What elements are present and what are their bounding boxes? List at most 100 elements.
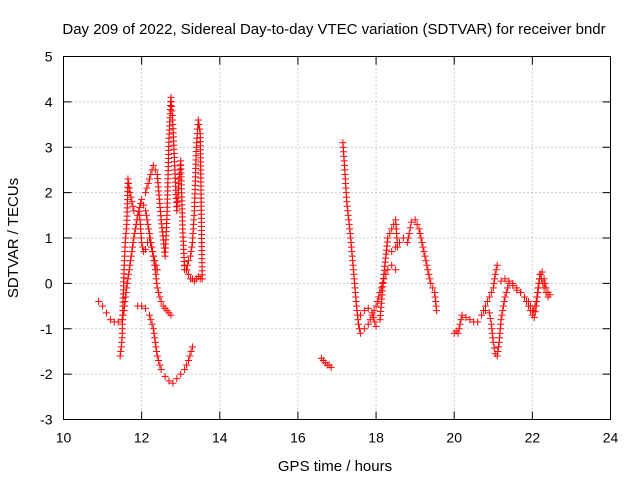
x-axis-title: GPS time / hours xyxy=(278,458,392,475)
data-point xyxy=(502,288,510,296)
data-point xyxy=(372,322,380,330)
data-point xyxy=(157,366,165,374)
data-point xyxy=(185,270,193,278)
data-point xyxy=(165,377,173,385)
x-tick-label: 14 xyxy=(212,430,228,446)
data-points xyxy=(95,93,554,387)
data-point xyxy=(517,288,525,296)
data-point xyxy=(377,284,385,292)
y-tick-label: 1 xyxy=(45,230,53,246)
data-point xyxy=(125,184,133,192)
data-point xyxy=(426,275,434,283)
data-point xyxy=(187,248,195,256)
y-tick-label: 4 xyxy=(45,94,53,110)
data-point xyxy=(140,201,148,209)
data-point xyxy=(169,379,177,387)
data-point xyxy=(127,252,135,260)
y-tick-label: 0 xyxy=(45,275,53,291)
data-point xyxy=(116,352,124,360)
data-point xyxy=(423,261,431,269)
data-point xyxy=(185,357,193,365)
data-point xyxy=(177,370,185,378)
data-point xyxy=(372,302,380,310)
data-point xyxy=(156,361,164,369)
data-point xyxy=(509,282,517,290)
data-point xyxy=(186,252,194,260)
data-point xyxy=(136,203,144,211)
data-point xyxy=(490,279,498,287)
data-point xyxy=(185,257,193,265)
data-point xyxy=(145,175,153,183)
data-point xyxy=(95,298,103,306)
data-point xyxy=(489,338,497,346)
data-point xyxy=(149,252,157,260)
data-point xyxy=(458,311,466,319)
data-point xyxy=(501,293,509,301)
data-point xyxy=(161,372,169,380)
data-point xyxy=(186,352,194,360)
data-point xyxy=(491,270,499,278)
data-point xyxy=(117,347,125,355)
data-point xyxy=(474,318,482,326)
data-point xyxy=(425,270,433,278)
data-point xyxy=(384,234,392,242)
data-point xyxy=(99,302,107,310)
data-point xyxy=(491,275,499,283)
y-tick-label: -3 xyxy=(40,412,53,428)
data-point xyxy=(489,284,497,292)
data-point xyxy=(530,313,538,321)
data-point xyxy=(194,116,202,124)
data-point xyxy=(145,311,153,319)
data-point xyxy=(405,229,413,237)
data-point xyxy=(145,234,153,242)
data-point xyxy=(188,343,196,351)
data-point xyxy=(144,220,152,228)
data-point xyxy=(181,261,189,269)
data-point xyxy=(156,293,164,301)
data-point xyxy=(481,307,489,315)
data-point xyxy=(183,361,191,369)
data-point xyxy=(485,293,493,301)
data-point xyxy=(130,207,138,215)
data-point xyxy=(417,234,425,242)
data-point xyxy=(388,261,396,269)
data-point xyxy=(384,266,392,274)
y-tick-label: 2 xyxy=(45,185,53,201)
data-point xyxy=(406,224,414,232)
data-point xyxy=(542,284,550,292)
data-point xyxy=(151,261,159,269)
data-point xyxy=(138,195,146,203)
data-point xyxy=(521,293,529,301)
data-point xyxy=(528,307,536,315)
data-point xyxy=(492,266,500,274)
data-point xyxy=(152,343,160,351)
data-point xyxy=(153,284,161,292)
data-point xyxy=(388,248,396,256)
data-point xyxy=(499,307,507,315)
x-tick-label: 24 xyxy=(603,430,619,446)
data-point xyxy=(196,125,204,133)
data-point xyxy=(188,243,196,251)
data-point xyxy=(538,268,546,276)
data-point xyxy=(138,302,146,310)
x-tick-label: 20 xyxy=(446,430,462,446)
data-point xyxy=(155,288,163,296)
data-point xyxy=(124,175,132,183)
data-point xyxy=(147,243,155,251)
data-point xyxy=(371,318,379,326)
data-point xyxy=(150,257,158,265)
data-point xyxy=(356,329,364,337)
data-point xyxy=(143,184,151,192)
data-point xyxy=(392,266,400,274)
data-point xyxy=(415,225,423,233)
y-tick-label: -2 xyxy=(40,366,53,382)
data-point xyxy=(493,261,501,269)
data-point xyxy=(128,198,136,206)
data-point xyxy=(404,234,412,242)
data-point xyxy=(142,245,150,253)
data-point xyxy=(124,275,132,283)
data-point xyxy=(129,243,137,251)
data-point xyxy=(150,329,158,337)
